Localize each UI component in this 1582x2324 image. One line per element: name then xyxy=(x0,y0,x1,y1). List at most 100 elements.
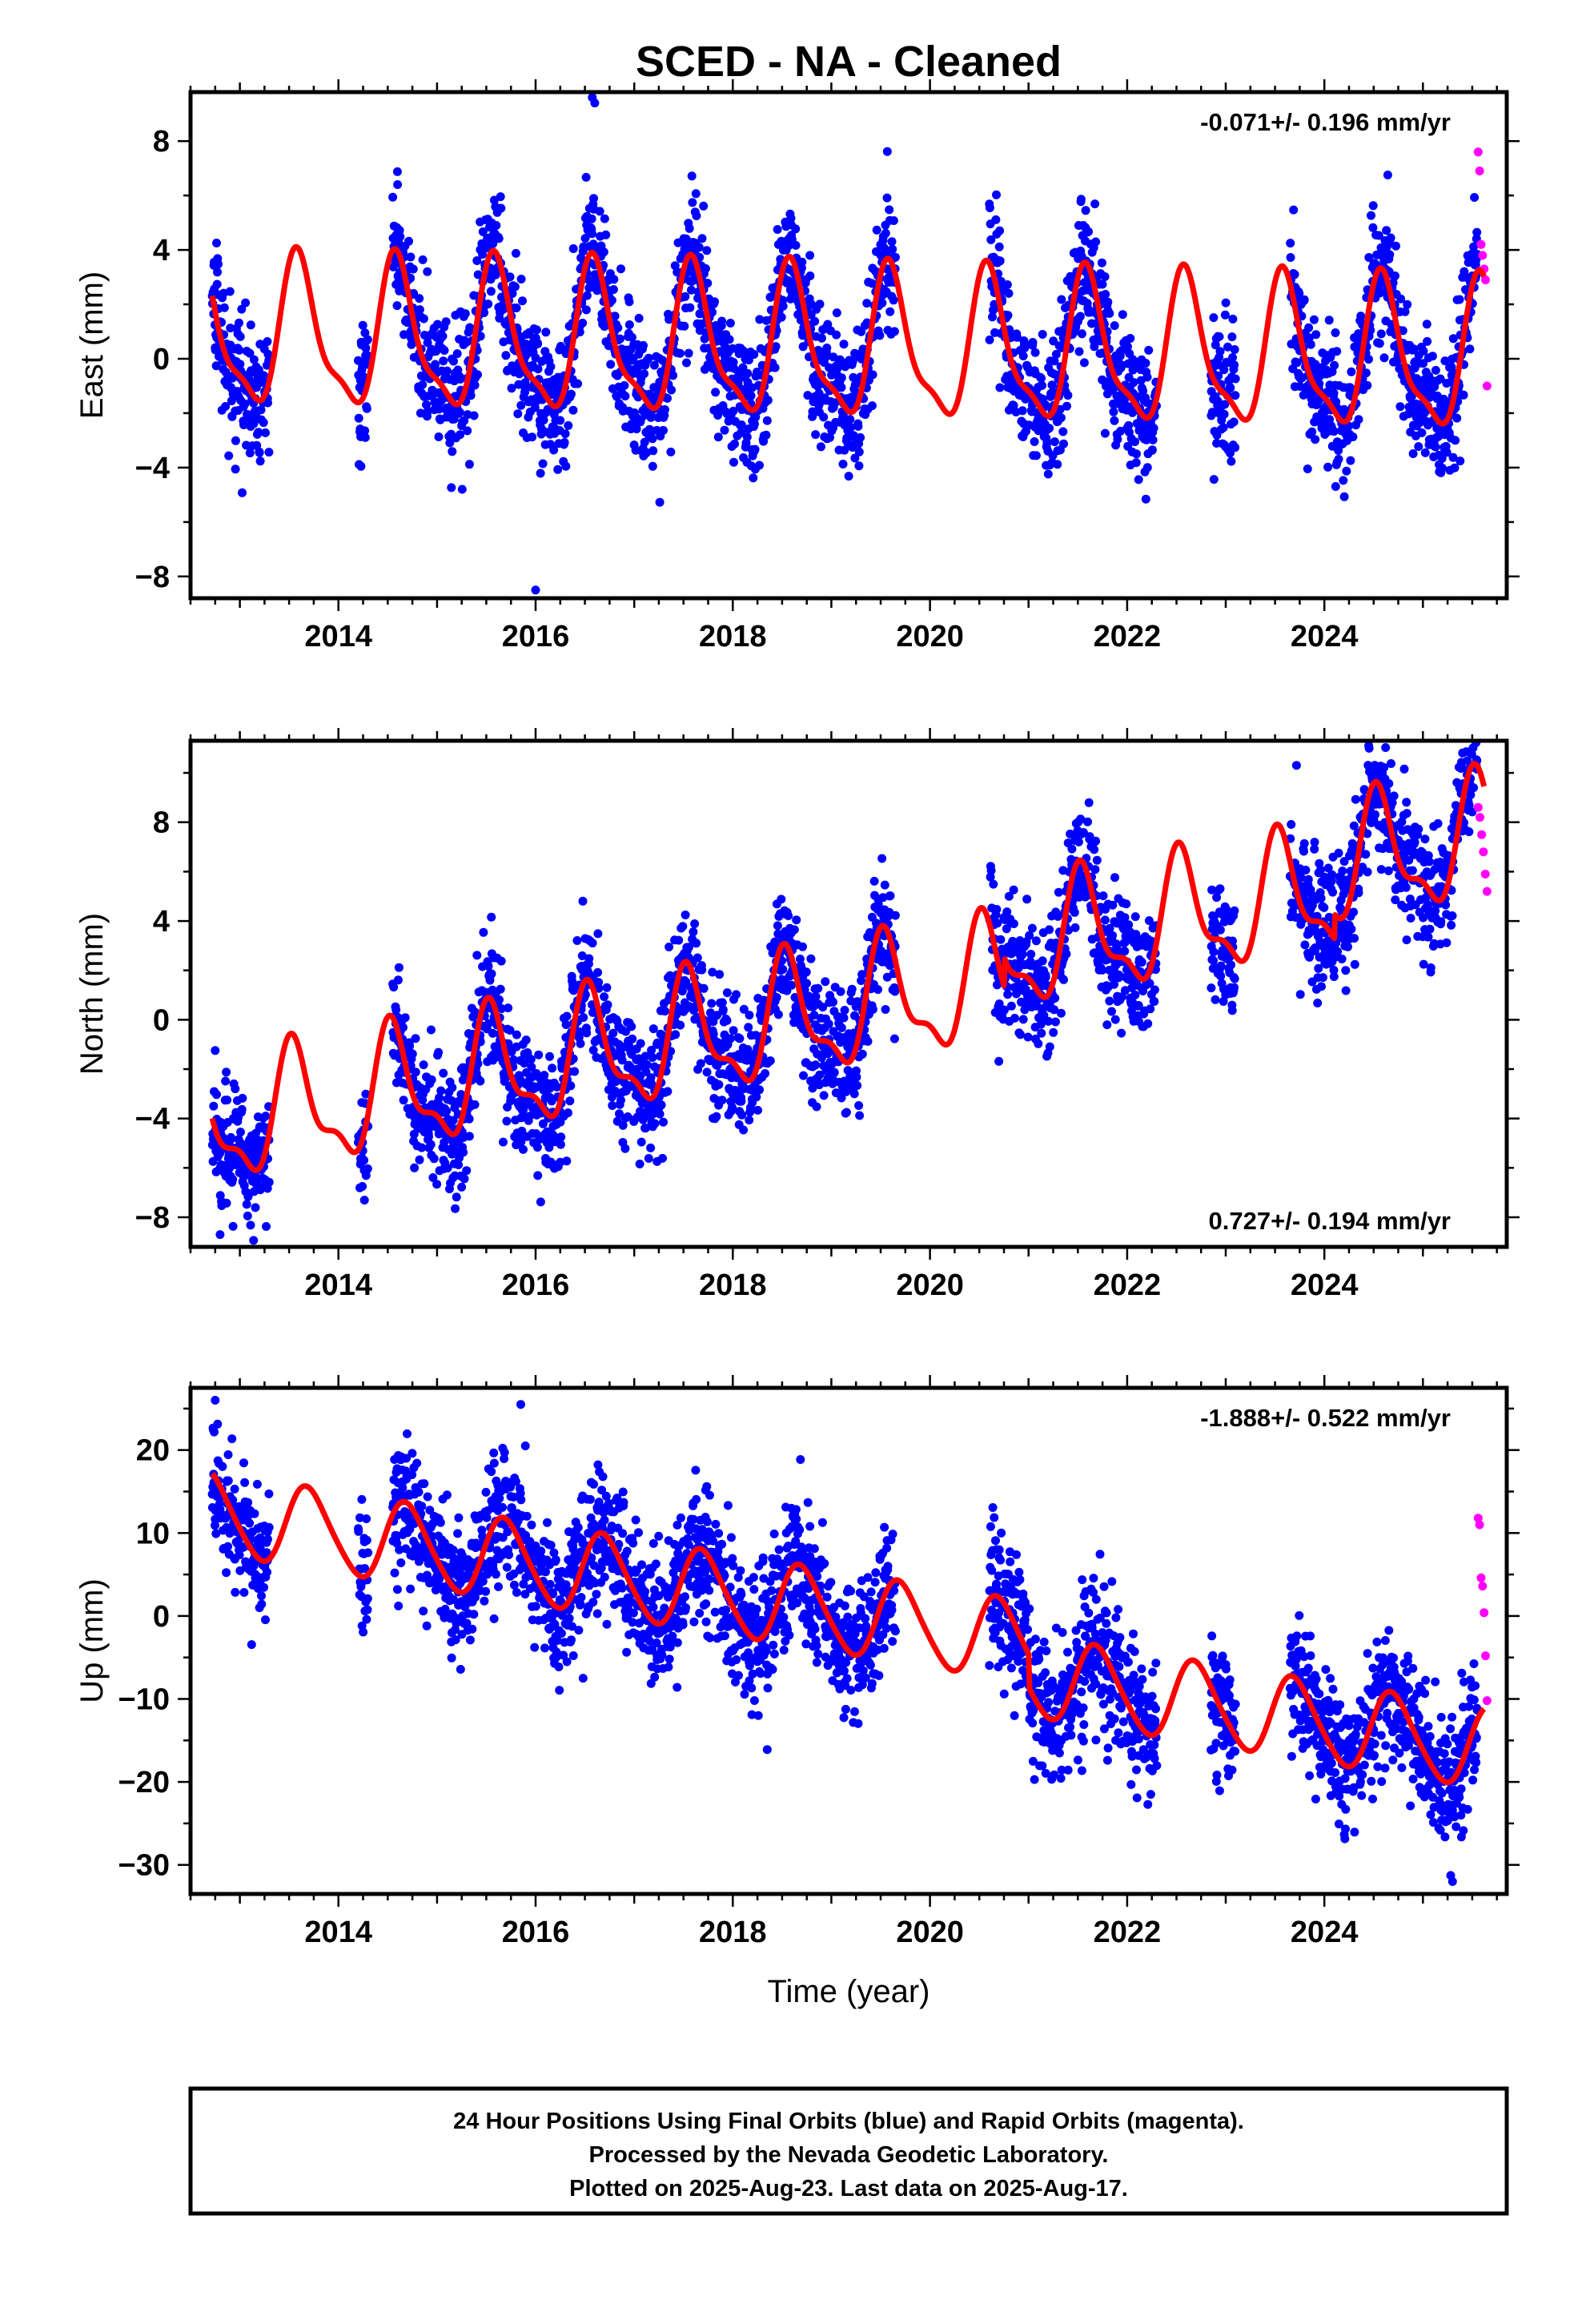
final-orbit-point xyxy=(627,1022,636,1031)
final-orbit-point xyxy=(228,1221,238,1231)
final-orbit-point xyxy=(687,285,696,295)
final-orbit-point xyxy=(361,1089,371,1099)
final-orbit-point xyxy=(435,1093,444,1103)
final-orbit-point xyxy=(1219,365,1229,375)
final-orbit-point xyxy=(872,225,881,235)
final-orbit-point xyxy=(560,438,569,447)
final-orbit-point xyxy=(573,379,583,388)
final-orbit-point xyxy=(797,257,807,267)
final-orbit-point xyxy=(1090,865,1100,875)
final-orbit-point xyxy=(880,880,889,890)
final-orbit-point xyxy=(568,405,578,415)
final-orbit-point xyxy=(732,990,741,999)
final-orbit-point xyxy=(1407,392,1416,401)
final-orbit-point xyxy=(777,312,786,322)
final-orbit-point xyxy=(1437,454,1447,463)
final-orbit-point xyxy=(1331,482,1340,491)
final-orbit-point xyxy=(635,1160,644,1168)
final-orbit-point xyxy=(717,316,727,326)
final-orbit-point xyxy=(829,1068,839,1077)
final-orbit-point xyxy=(580,234,590,243)
final-orbit-point xyxy=(609,275,619,284)
final-orbit-point xyxy=(1364,355,1373,364)
final-orbit-point xyxy=(1334,454,1343,464)
final-orbit-point xyxy=(415,1155,424,1164)
final-orbit-point xyxy=(992,190,1001,199)
final-orbit-point xyxy=(600,214,609,223)
final-orbit-point xyxy=(882,193,892,203)
final-orbit-point xyxy=(765,1056,775,1066)
final-orbit-point xyxy=(492,221,501,230)
final-orbit-point xyxy=(238,1093,247,1103)
final-orbit-point xyxy=(1091,237,1101,247)
final-orbit-point xyxy=(389,983,399,992)
final-orbit-point xyxy=(564,1108,572,1118)
final-orbit-point xyxy=(1049,1027,1058,1037)
final-orbit-point xyxy=(832,330,841,340)
final-orbit-point xyxy=(722,1015,732,1025)
final-orbit-point xyxy=(995,256,1005,266)
final-orbit-point xyxy=(358,320,367,330)
final-orbit-point xyxy=(486,287,496,296)
final-orbit-point xyxy=(1122,899,1131,909)
final-orbit-point xyxy=(1122,342,1132,352)
final-orbit-point xyxy=(237,304,247,314)
final-orbit-point xyxy=(255,448,264,457)
final-orbit-point xyxy=(1431,365,1440,375)
final-orbit-point xyxy=(1113,435,1122,444)
final-orbit-point xyxy=(1227,960,1235,970)
final-orbit-point xyxy=(729,406,738,416)
final-orbit-point xyxy=(808,407,817,416)
final-orbit-point xyxy=(1030,437,1039,446)
final-orbit-point xyxy=(251,1203,260,1212)
final-orbit-point xyxy=(1110,416,1119,425)
final-orbit-point xyxy=(620,392,630,401)
final-orbit-point xyxy=(212,239,221,247)
final-orbit-point xyxy=(1102,1020,1112,1030)
final-orbit-point xyxy=(1110,321,1119,331)
final-orbit-point xyxy=(1144,345,1154,355)
final-orbit-point xyxy=(536,468,545,478)
final-orbit-point xyxy=(354,413,363,423)
final-orbit-point xyxy=(1371,259,1380,268)
final-orbit-point xyxy=(737,420,746,429)
final-orbit-point xyxy=(1150,985,1159,995)
final-orbit-point xyxy=(1131,458,1141,468)
final-orbit-point xyxy=(1422,320,1431,329)
final-orbit-point xyxy=(1230,974,1239,983)
final-orbit-point xyxy=(581,305,591,315)
east-x-ticks xyxy=(178,79,1520,611)
final-orbit-point xyxy=(777,895,786,904)
final-orbit-point xyxy=(388,192,398,202)
final-orbit-point xyxy=(1214,371,1223,380)
final-orbit-point xyxy=(508,289,517,298)
final-orbit-point xyxy=(419,1060,428,1070)
north-plot-area xyxy=(207,741,1492,1245)
final-orbit-point xyxy=(427,1025,436,1035)
final-orbit-point xyxy=(495,995,504,1004)
final-orbit-point xyxy=(214,259,223,269)
final-orbit-point xyxy=(1215,925,1225,935)
final-orbit-point xyxy=(1092,855,1102,865)
final-orbit-point xyxy=(1057,295,1066,304)
final-orbit-point xyxy=(1221,298,1231,308)
final-orbit-point xyxy=(1118,310,1127,320)
final-orbit-point xyxy=(235,332,245,341)
final-orbit-point xyxy=(448,447,457,456)
final-orbit-point xyxy=(262,1222,271,1231)
final-orbit-point xyxy=(1391,271,1399,280)
east-frame xyxy=(188,90,1509,601)
final-orbit-point xyxy=(729,1026,738,1035)
final-orbit-point xyxy=(811,1060,821,1070)
final-orbit-point xyxy=(240,399,250,408)
final-orbit-point xyxy=(533,364,543,374)
final-orbit-point xyxy=(1287,820,1296,829)
final-orbit-point xyxy=(1216,961,1226,971)
final-orbit-point xyxy=(691,189,701,199)
final-orbit-point xyxy=(847,984,857,994)
final-orbit-point xyxy=(1386,233,1395,243)
final-orbit-point xyxy=(1130,990,1140,999)
final-orbit-point xyxy=(791,224,801,234)
final-orbit-point xyxy=(787,980,797,990)
